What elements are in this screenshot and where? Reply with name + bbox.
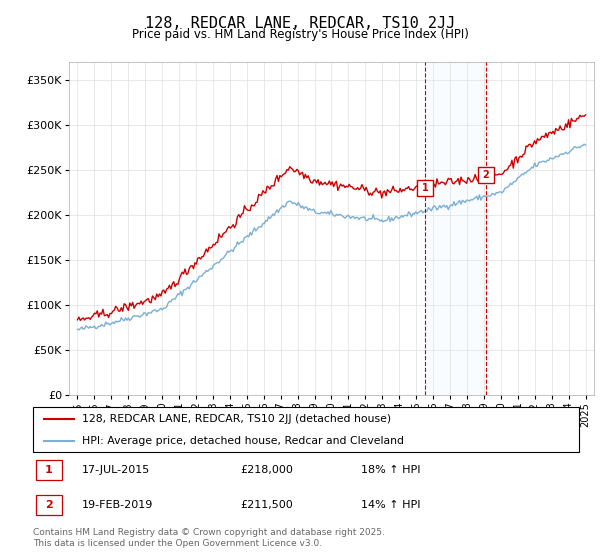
Text: 1: 1 — [422, 183, 428, 193]
Text: 18% ↑ HPI: 18% ↑ HPI — [361, 465, 420, 475]
Text: 2: 2 — [482, 170, 490, 180]
Text: 128, REDCAR LANE, REDCAR, TS10 2JJ: 128, REDCAR LANE, REDCAR, TS10 2JJ — [145, 16, 455, 31]
FancyBboxPatch shape — [33, 407, 579, 452]
Text: 128, REDCAR LANE, REDCAR, TS10 2JJ (detached house): 128, REDCAR LANE, REDCAR, TS10 2JJ (deta… — [82, 414, 391, 424]
Text: 1: 1 — [45, 465, 53, 475]
Text: Contains HM Land Registry data © Crown copyright and database right 2025.
This d: Contains HM Land Registry data © Crown c… — [33, 528, 385, 548]
Text: 19-FEB-2019: 19-FEB-2019 — [82, 500, 154, 510]
Text: 17-JUL-2015: 17-JUL-2015 — [82, 465, 151, 475]
Text: 2: 2 — [45, 500, 53, 510]
Text: £218,000: £218,000 — [241, 465, 293, 475]
Text: HPI: Average price, detached house, Redcar and Cleveland: HPI: Average price, detached house, Redc… — [82, 436, 404, 446]
FancyBboxPatch shape — [36, 460, 62, 480]
Text: Price paid vs. HM Land Registry's House Price Index (HPI): Price paid vs. HM Land Registry's House … — [131, 28, 469, 41]
Bar — [425, 62, 486, 395]
Text: 14% ↑ HPI: 14% ↑ HPI — [361, 500, 420, 510]
FancyBboxPatch shape — [36, 494, 62, 515]
Text: £211,500: £211,500 — [241, 500, 293, 510]
